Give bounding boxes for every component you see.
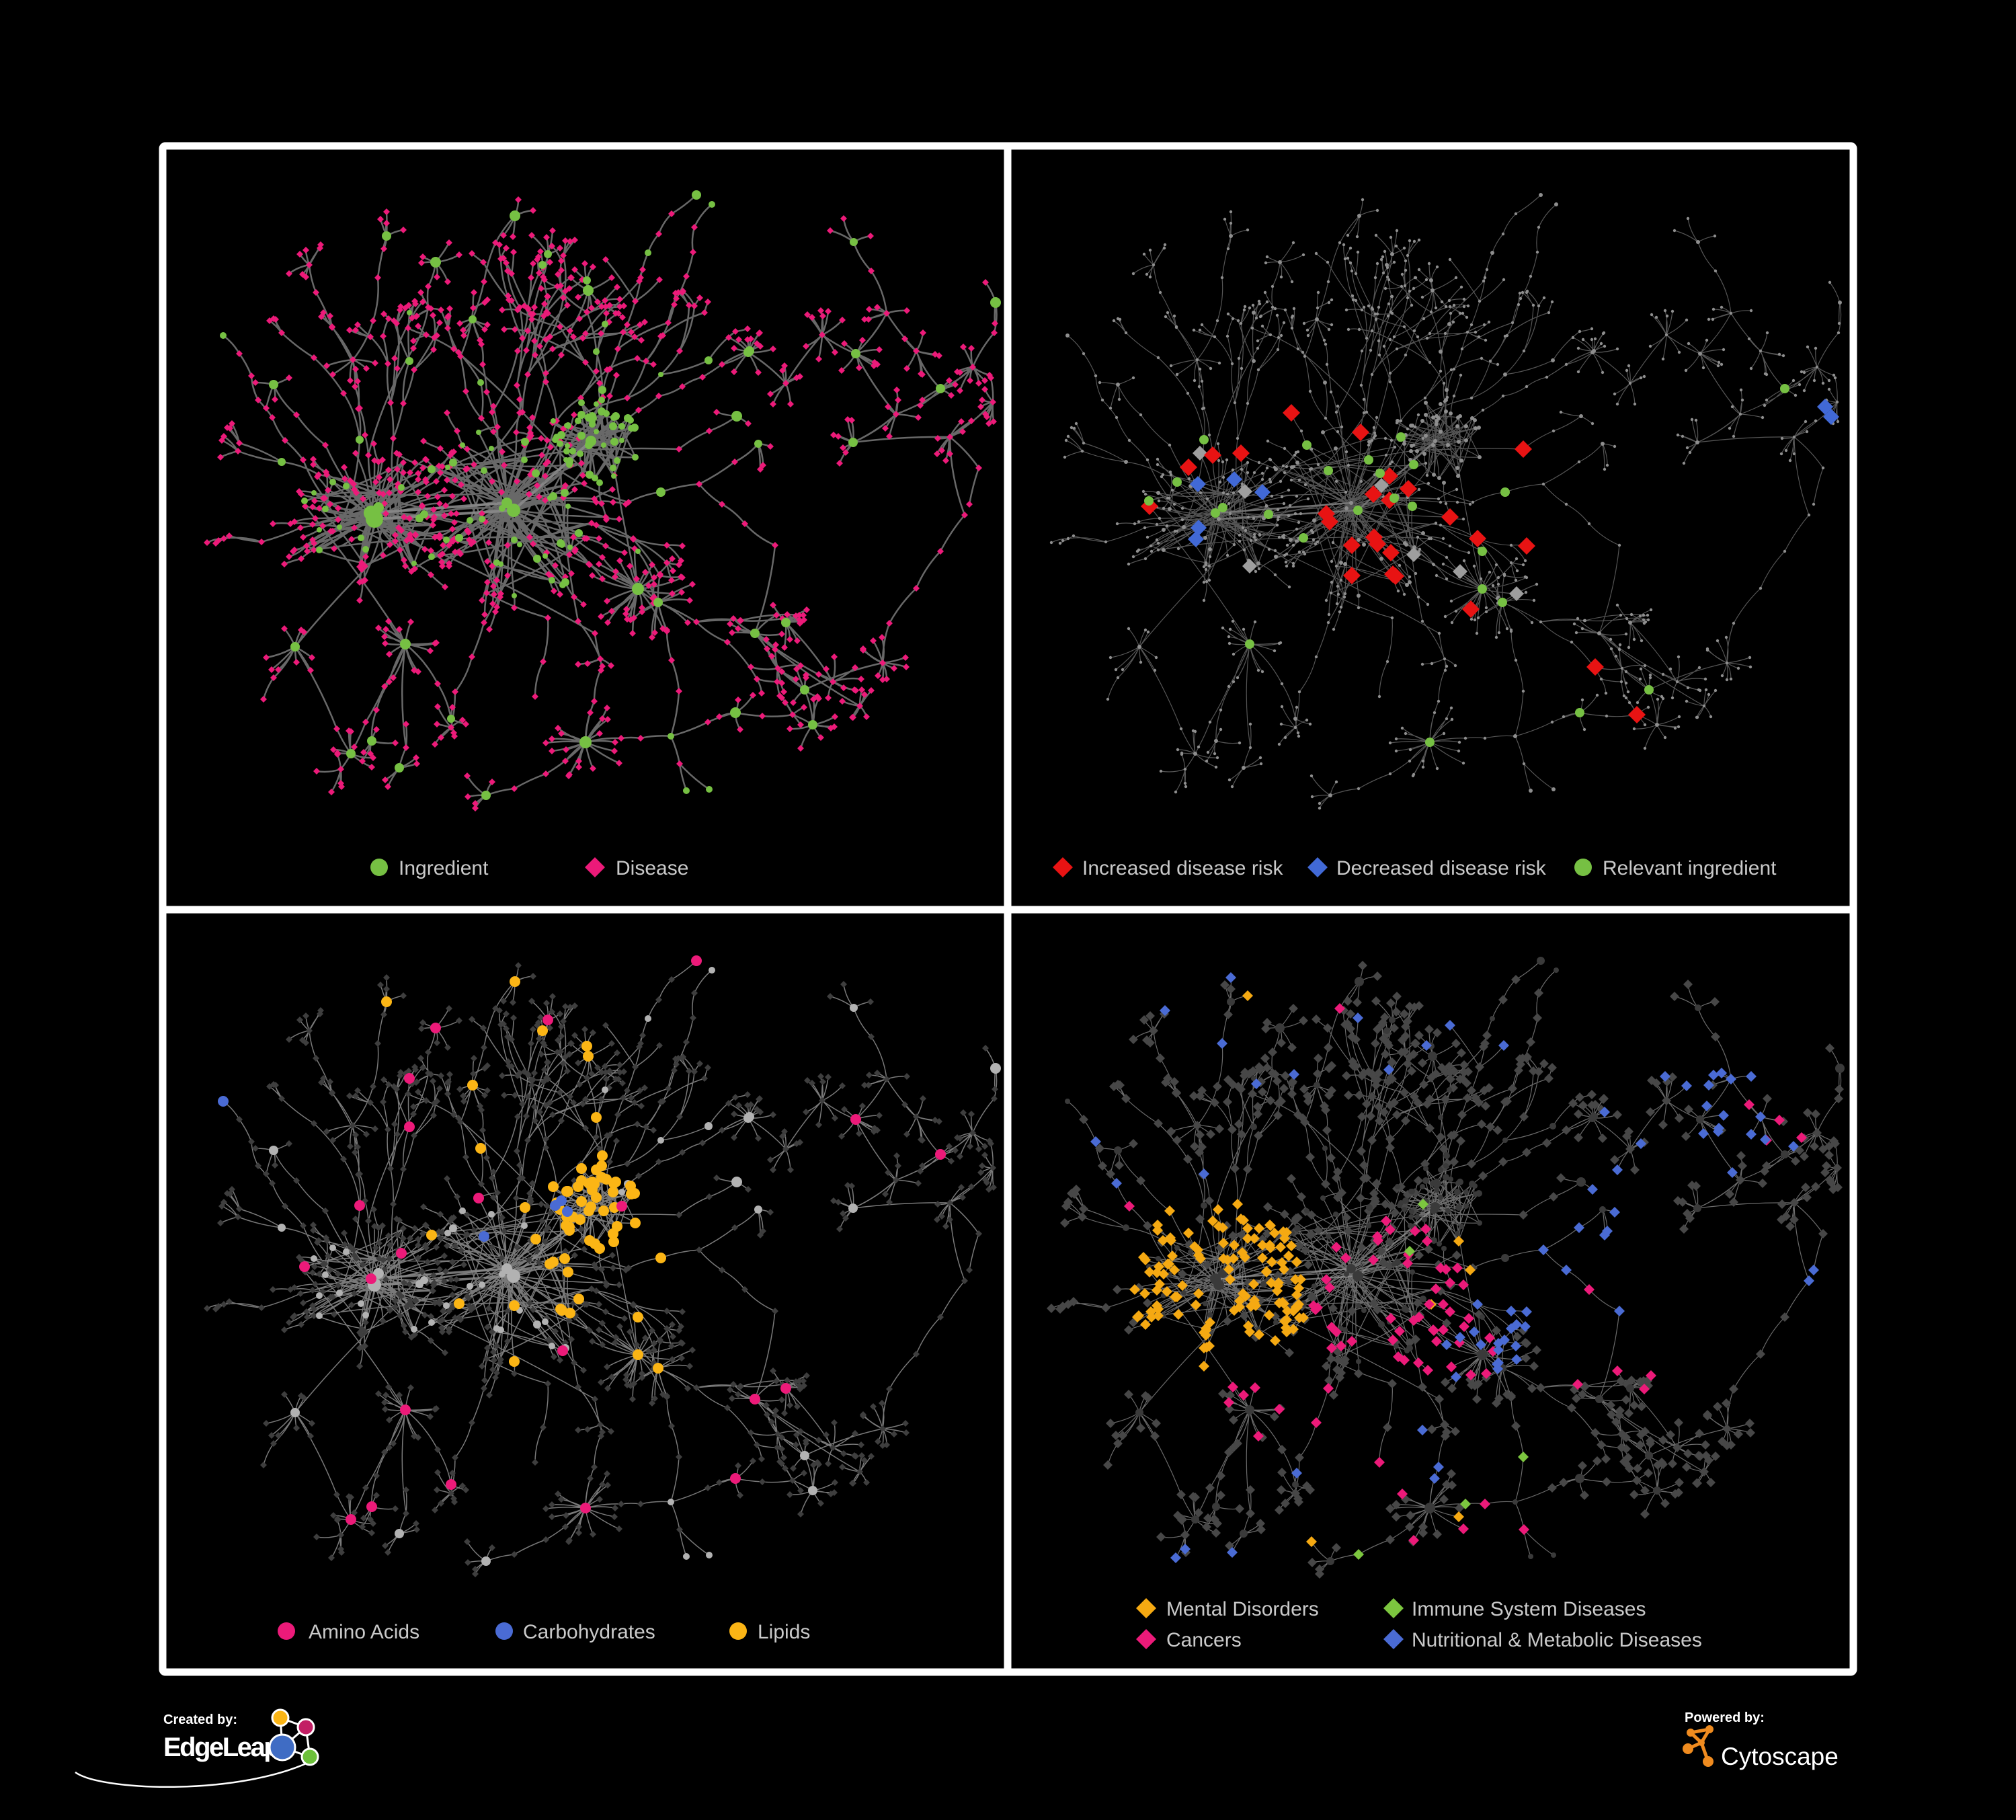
svg-text:Carbohydrates: Carbohydrates [523,1621,655,1643]
svg-text:Relevant ingredient: Relevant ingredient [1603,857,1777,879]
svg-text:Immune System Diseases: Immune System Diseases [1412,1598,1646,1620]
svg-text:EdgeLeap: EdgeLeap [163,1733,279,1762]
svg-text:Lipids: Lipids [758,1621,810,1643]
svg-text:Powered by:: Powered by: [1685,1710,1765,1725]
svg-text:Cytoscape: Cytoscape [1721,1743,1839,1770]
svg-text:Nutritional & Metabolic Diseas: Nutritional & Metabolic Diseases [1412,1629,1702,1651]
svg-text:Disease: Disease [616,857,688,879]
svg-text:Mental Disorders: Mental Disorders [1166,1598,1319,1620]
svg-text:Cancers: Cancers [1166,1629,1242,1651]
svg-text:Increased disease risk: Increased disease risk [1082,857,1283,879]
svg-text:Ingredient: Ingredient [399,857,489,879]
svg-text:Decreased disease risk: Decreased disease risk [1336,857,1547,879]
svg-text:Amino Acids: Amino Acids [309,1621,419,1643]
svg-text:Created by:: Created by: [163,1712,237,1727]
